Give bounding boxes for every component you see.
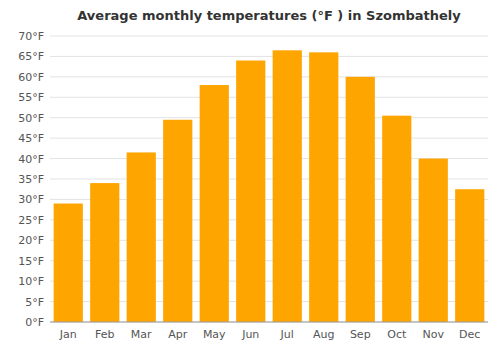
bar	[273, 50, 302, 322]
bar	[90, 183, 119, 322]
x-tick-label: May	[203, 328, 226, 341]
x-axis-line	[50, 322, 488, 323]
bar	[54, 204, 83, 322]
x-tick-label: Jul	[280, 328, 294, 341]
y-tick-label: 10°F	[18, 275, 44, 288]
bar	[309, 52, 338, 322]
bar	[382, 116, 411, 322]
y-tick-label: 35°F	[18, 173, 44, 186]
bar	[236, 61, 265, 322]
x-tick-label: Oct	[387, 328, 407, 341]
bar	[455, 189, 484, 322]
y-tick-label: 20°F	[18, 234, 44, 247]
y-tick-label: 55°F	[18, 91, 44, 104]
x-tick-label: Mar	[131, 328, 152, 341]
x-tick-label: Dec	[459, 328, 480, 341]
y-axis: 0°F 5°F 10°F 15°F 20°F 25°F 30°F 35°F 40°F 45°F 50…	[18, 30, 44, 329]
bars	[54, 50, 485, 322]
y-tick-label: 50°F	[18, 112, 44, 125]
grid-line	[50, 36, 488, 37]
y-tick-label: 25°F	[18, 214, 44, 227]
chart: Average monthly temperatures (°F ) in Sz…	[0, 0, 500, 350]
grid	[50, 36, 488, 322]
x-tick-label: Nov	[423, 328, 445, 341]
x-tick-label: Jan	[59, 328, 77, 341]
bar	[419, 159, 448, 322]
bar	[127, 152, 156, 322]
y-tick-label: 45°F	[18, 132, 44, 145]
x-tick-label: Sep	[350, 328, 371, 341]
y-tick-label: 0°F	[25, 316, 44, 329]
y-tick-label: 65°F	[18, 50, 44, 63]
grid-line	[50, 56, 488, 57]
x-tick-label: Aug	[313, 328, 334, 341]
grid-line	[50, 117, 488, 118]
grid-line	[50, 76, 488, 77]
bar	[163, 120, 192, 322]
y-tick-label: 15°F	[18, 255, 44, 268]
chart-container: Average monthly temperatures (°F ) in Sz…	[0, 0, 500, 350]
y-tick-label: 60°F	[18, 71, 44, 84]
bar	[346, 77, 375, 322]
y-tick-label: 5°F	[25, 296, 44, 309]
x-tick-label: Jun	[241, 328, 259, 341]
x-tick-label: Apr	[168, 328, 188, 341]
chart-title: Average monthly temperatures (°F ) in Sz…	[77, 8, 461, 23]
bar	[200, 85, 229, 322]
y-tick-label: 30°F	[18, 193, 44, 206]
grid-line	[50, 138, 488, 139]
grid-line	[50, 97, 488, 98]
x-axis: Jan Feb Mar Apr May Jun Jul Aug Sep Oct Nov Dec	[59, 328, 481, 341]
y-tick-label: 70°F	[18, 30, 44, 43]
y-tick-label: 40°F	[18, 153, 44, 166]
x-tick-label: Feb	[95, 328, 114, 341]
grid-line	[50, 322, 488, 323]
